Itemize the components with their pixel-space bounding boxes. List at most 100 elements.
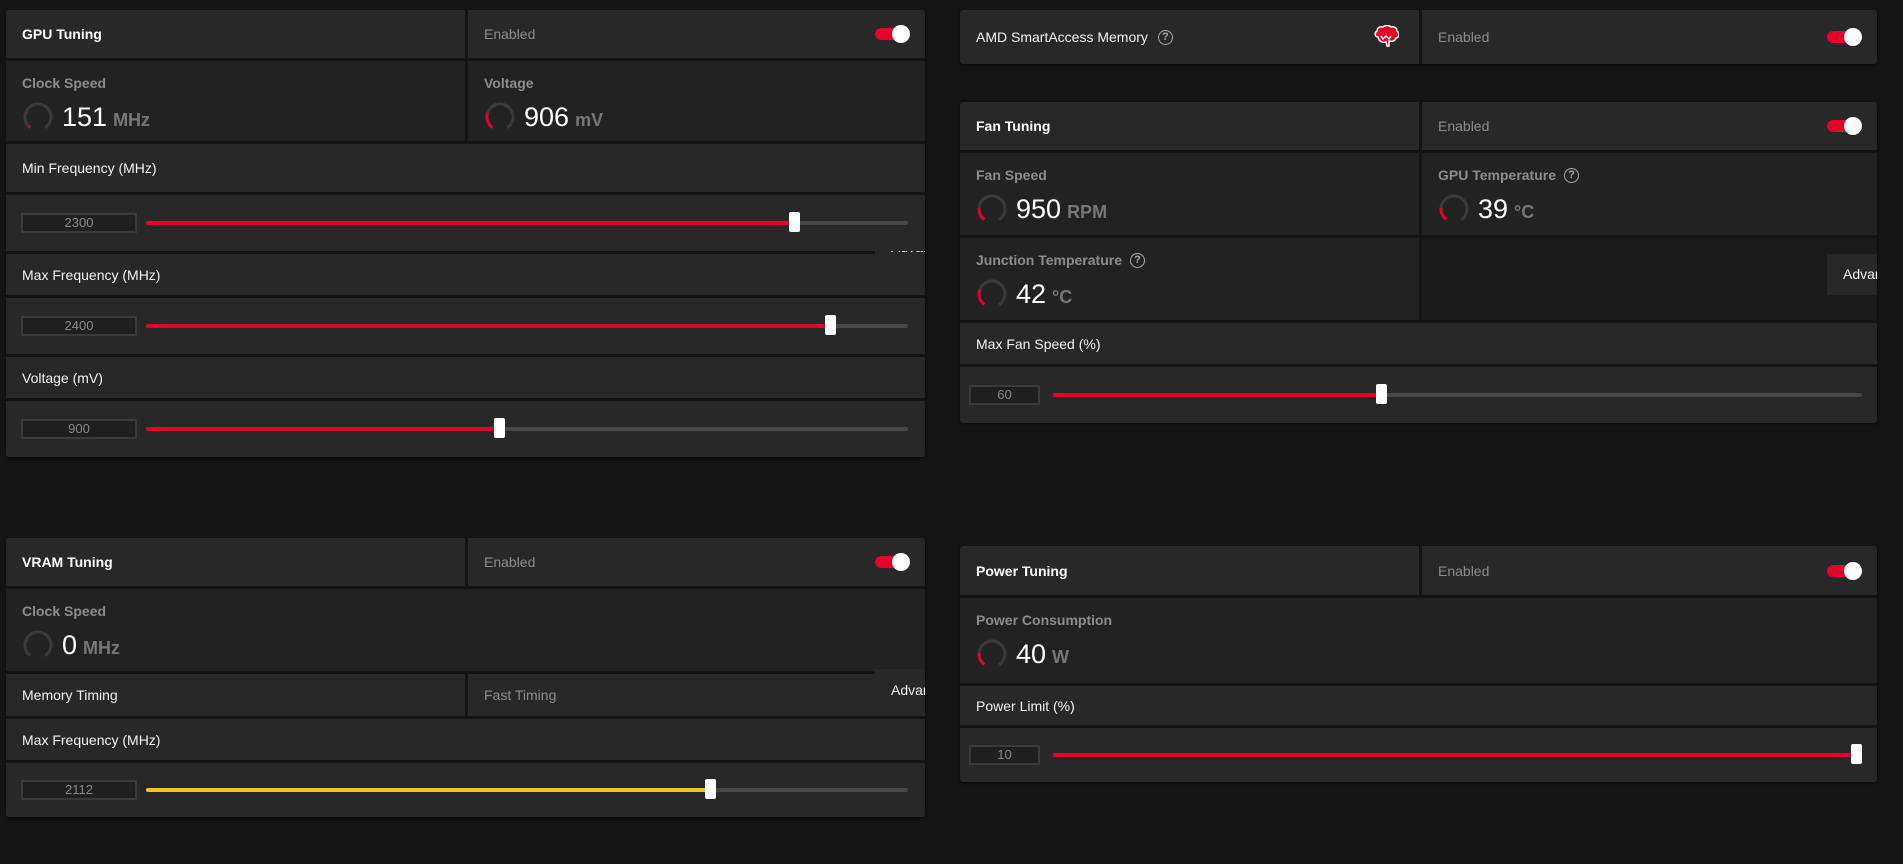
- metric-unit: MHz: [83, 637, 121, 658]
- panel-power-tuning: Power Tuning Enabled Power Consumption 40 W P…: [960, 546, 1877, 782]
- vram-tuning-value-cell: Enabled: [468, 538, 925, 586]
- metric-power-consumption: Power Consumption 40 W: [960, 598, 1877, 683]
- value-input[interactable]: 2112: [21, 780, 137, 800]
- gauge-icon: [23, 630, 53, 660]
- metric-label-row: Voltage: [484, 75, 534, 91]
- section-title: GPU Tuning: [22, 26, 102, 42]
- gauge-fill: [485, 102, 515, 132]
- memory-timing-dropdown[interactable]: Fast Timing: [468, 674, 925, 716]
- value-input[interactable]: 2300: [21, 213, 137, 233]
- slider-cell: 10: [960, 728, 1877, 782]
- metric-label-row: Fan Speed: [976, 167, 1047, 183]
- advanced-control-label-cell: Advanced Control: [875, 668, 925, 711]
- gpu-tuning-label-cell: GPU Tuning: [6, 10, 465, 58]
- fan-tuning-value-cell: Enabled: [1422, 102, 1877, 150]
- label-row: Max Fan Speed (%): [960, 323, 1877, 364]
- power-tuning-toggle[interactable]: [1827, 561, 1862, 580]
- metric-voltage: Voltage 906 mV: [468, 61, 925, 141]
- gpu-tuning-toggle[interactable]: [875, 25, 910, 43]
- help-icon[interactable]: ?: [1564, 167, 1579, 183]
- slider-row: 900: [6, 401, 925, 457]
- metric-unit: MHz: [113, 109, 151, 130]
- toggle-knob: [1844, 117, 1862, 135]
- fan-tuning-toggle[interactable]: [1827, 117, 1862, 135]
- slider-track[interactable]: [146, 212, 908, 232]
- power-tuning-label-cell: Power Tuning: [960, 546, 1419, 595]
- setting-value: Fast Timing: [484, 687, 557, 703]
- slider-fill: [1053, 393, 1381, 397]
- setting-value: Enabled: [1438, 562, 1490, 579]
- metric-value: 42: [1016, 278, 1047, 309]
- sam-row: AMD SmartAccess Memory? Enabled: [960, 10, 1877, 64]
- gauge-fill: [977, 279, 1007, 309]
- metric-label-row: Power Consumption: [976, 612, 1112, 628]
- gauge-track: [23, 102, 53, 132]
- panel-gpu-tuning: GPU Tuning Enabled Clock Speed 151 MHz Voltag…: [6, 10, 925, 457]
- value-input[interactable]: 10: [969, 745, 1040, 765]
- metric-unit: °C: [1514, 201, 1535, 222]
- gauge-icon: [977, 279, 1007, 309]
- slider-thumb[interactable]: [1851, 744, 1862, 764]
- help-icon[interactable]: ?: [1157, 29, 1173, 45]
- metric-value-row: 40 W: [976, 638, 1069, 670]
- slider-track[interactable]: [146, 779, 908, 799]
- gpu-tuning-value-cell: Enabled: [468, 10, 925, 58]
- gauge-track: [485, 102, 515, 132]
- metric-unit: RPM: [1067, 201, 1108, 222]
- slider-thumb[interactable]: [493, 418, 505, 438]
- gauge-track: [977, 639, 1007, 669]
- metric-value: 40: [1016, 638, 1047, 669]
- setting-label: Min Frequency (MHz): [22, 160, 157, 176]
- gauge-icon: [1439, 194, 1469, 224]
- slider-track[interactable]: [1053, 384, 1862, 404]
- vram-tuning-toggle[interactable]: [875, 553, 910, 571]
- panel-vram-tuning: VRAM Tuning Enabled Clock Speed 0 MHz Memory …: [6, 538, 925, 817]
- voltage-mv-label-cell: Voltage (mV): [6, 357, 925, 398]
- amd-smartaccess-memory-toggle[interactable]: [1827, 28, 1862, 46]
- value-input[interactable]: 60: [969, 385, 1040, 405]
- value-input[interactable]: 900: [21, 419, 137, 439]
- max-frequency-mhz-label-cell: Max Frequency (MHz): [6, 254, 925, 295]
- label-row: Max Frequency (MHz): [6, 254, 925, 295]
- gauge-fill: [977, 639, 1007, 669]
- metric-label: GPU Temperature: [1438, 167, 1556, 183]
- slider-track[interactable]: [146, 418, 908, 438]
- toggle-knob: [892, 553, 910, 571]
- gauge-track: [1439, 194, 1469, 224]
- metric-gpu-temperature: GPU Temperature? 39 °C: [1422, 153, 1877, 235]
- slider-cell: 2400: [6, 298, 925, 354]
- panel-smart-access-memory: AMD SmartAccess Memory? Enabled: [960, 10, 1877, 64]
- slider-thumb[interactable]: [824, 315, 836, 335]
- slider-thumb[interactable]: [704, 779, 716, 799]
- value-input[interactable]: 2400: [21, 316, 137, 336]
- header-row: Power Tuning Enabled: [960, 546, 1877, 595]
- metric-label-row: Clock Speed: [22, 603, 106, 619]
- metric-fan-speed: Fan Speed 950 RPM: [960, 153, 1419, 235]
- help-icon[interactable]: ?: [1130, 252, 1145, 268]
- gauge-icon: [977, 639, 1007, 669]
- dropdown-row: Memory Timing Fast Timing: [6, 674, 925, 716]
- setting-value: Enabled: [484, 26, 536, 42]
- amd-smartaccess-memory-value-cell: Enabled: [1422, 10, 1877, 64]
- metric-value: 151: [62, 101, 108, 132]
- gauge-track: [977, 194, 1007, 224]
- metric-value-row: 42 °C: [976, 278, 1072, 310]
- slider-thumb[interactable]: [1375, 384, 1387, 404]
- metric-label: Junction Temperature: [976, 252, 1122, 268]
- metric-clock-speed: Clock Speed 151 MHz: [6, 61, 465, 141]
- slider-track[interactable]: [146, 315, 908, 335]
- slider-row: 2112: [6, 763, 925, 817]
- header-row: VRAM Tuning Enabled: [6, 538, 925, 586]
- gauge-fill: [1439, 194, 1469, 224]
- slider-track[interactable]: [1053, 744, 1862, 764]
- toggle-knob: [892, 25, 910, 43]
- slider-thumb[interactable]: [788, 212, 800, 232]
- setting-label: Max Frequency (MHz): [22, 266, 161, 283]
- fan-tuning-label-cell: Fan Tuning: [960, 102, 1419, 150]
- metric-value-row: 906 mV: [484, 101, 603, 133]
- label-row: Min Frequency (MHz): [6, 144, 925, 192]
- toggle-row: Advanced ControlDisabled: [1827, 253, 1877, 295]
- gauge-icon: [977, 194, 1007, 224]
- metric-unit: mV: [575, 109, 604, 130]
- slider-fill: [1053, 753, 1862, 757]
